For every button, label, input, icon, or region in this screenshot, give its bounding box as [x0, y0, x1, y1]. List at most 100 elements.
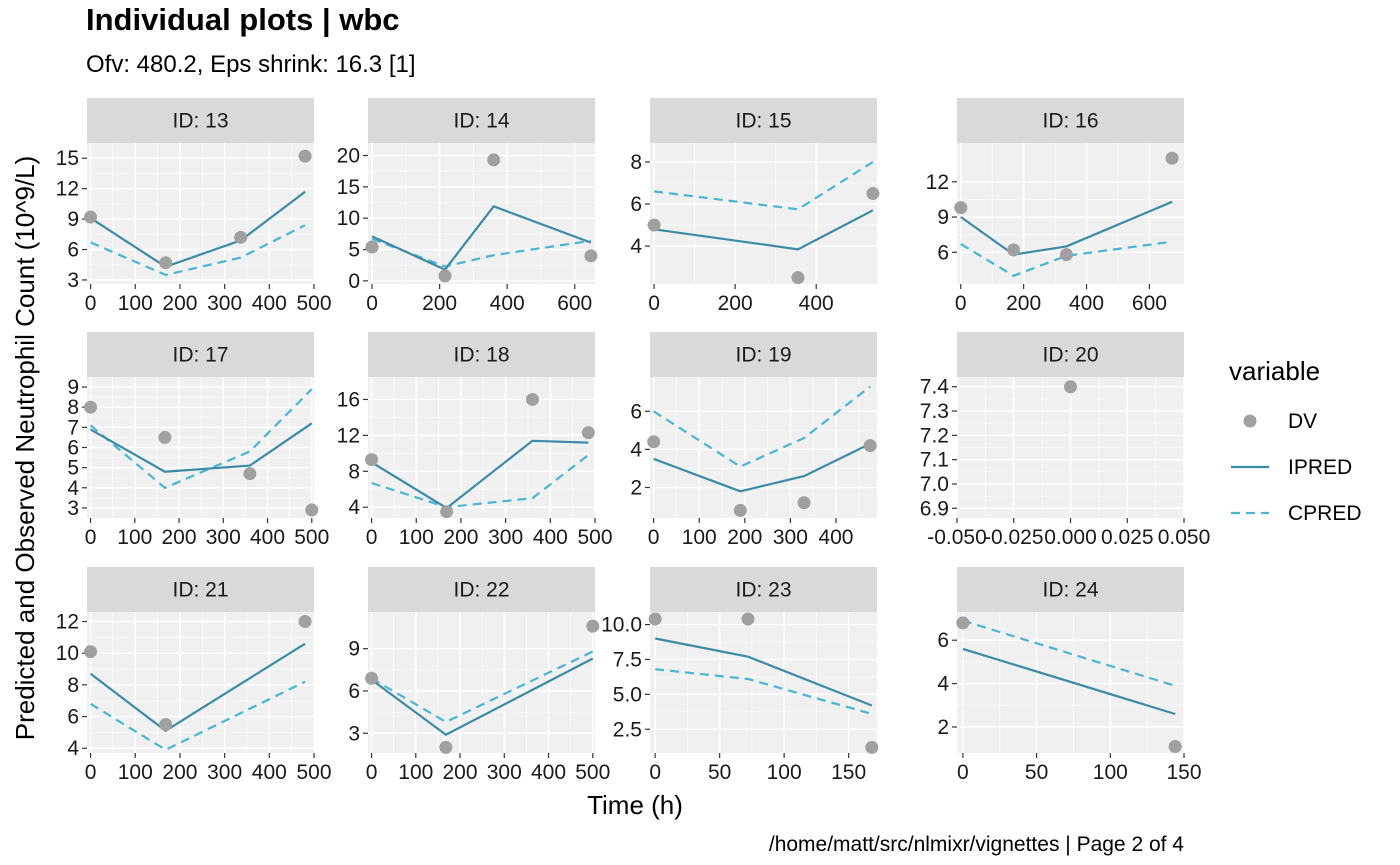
y-tick-label: 6: [348, 680, 360, 703]
facet-panel: ID: 14 0 200 400 600 0 5 10 15 20: [337, 98, 598, 315]
dv-point: [648, 612, 662, 626]
y-tick-label: 5: [348, 239, 360, 262]
x-axis-title: Time (h): [587, 790, 683, 820]
x-tick-label: 0: [955, 292, 967, 315]
facet-strip: [957, 98, 1184, 143]
panel-background: [368, 377, 595, 518]
x-tick-label: 400: [818, 526, 853, 549]
x-tick-label: 0: [366, 761, 378, 784]
ipred-line: [654, 637, 873, 707]
x-tick-label: 500: [575, 761, 610, 784]
y-tick-label: 2.5: [613, 718, 642, 741]
y-tick-label: 12: [56, 178, 79, 201]
y-tick-label: 8: [630, 151, 642, 174]
x-tick-label: 400: [252, 761, 287, 784]
x-tick-label: 500: [294, 526, 329, 549]
y-tick-label: 8: [67, 396, 79, 419]
y-tick-label: 6: [937, 629, 949, 652]
dv-point: [954, 201, 968, 215]
y-tick-label: 9: [937, 206, 949, 229]
y-tick-label: 6: [67, 239, 79, 262]
x-tick-label: 400: [531, 761, 566, 784]
x-tick-label: 0: [648, 526, 660, 549]
x-tick-label: 200: [718, 292, 753, 315]
x-tick-label: 600: [1132, 292, 1167, 315]
x-tick-label: 500: [296, 292, 331, 315]
facet-strip: [650, 332, 877, 377]
x-tick-label: 150: [831, 761, 866, 784]
x-tick-label: 300: [487, 761, 522, 784]
panel-background: [650, 143, 877, 284]
dv-point: [365, 671, 379, 685]
x-tick-label: 0: [85, 292, 97, 315]
dv-point: [1165, 151, 1179, 165]
dv-point: [647, 435, 661, 449]
y-tick-label: 7.3: [920, 400, 949, 423]
y-tick-label: 6: [937, 241, 949, 264]
x-tick-label: 100: [767, 761, 802, 784]
x-tick-label: 300: [488, 526, 523, 549]
facet-panel: ID: 20-0.050-0.025 0.000 0.025 0.0506.97.07…: [920, 332, 1210, 549]
y-tick-label: 6: [67, 437, 79, 460]
dv-point: [1007, 243, 1021, 257]
y-tick-label: 9: [348, 638, 360, 661]
facet-strip-label: ID: 22: [453, 579, 509, 602]
x-tick-label: 50: [708, 761, 731, 784]
facet-strip: [957, 567, 1184, 612]
y-tick-label: 15: [337, 176, 360, 199]
facet-strip: [368, 332, 595, 377]
page-caption: /home/matt/src/nlmixr/vignettes | Page 2…: [769, 833, 1184, 856]
y-tick-label: 0: [348, 270, 360, 293]
legend-title: variable: [1229, 356, 1320, 386]
x-tick-label: 400: [490, 292, 525, 315]
cpred-line: [90, 224, 306, 277]
y-tick-label: 2: [937, 716, 949, 739]
x-tick-label: 0.050: [1158, 526, 1211, 549]
x-tick-label: 0: [649, 761, 661, 784]
y-tick-label: 12: [926, 171, 949, 194]
y-tick-label: 15: [56, 147, 79, 170]
y-tick-label: 12: [56, 611, 79, 634]
facet-strip-label: ID: 18: [453, 344, 509, 367]
y-tick-label: 8: [348, 460, 360, 483]
x-tick-label: 100: [682, 526, 717, 549]
dv-point: [84, 645, 98, 659]
ipred-line: [653, 442, 871, 493]
dv-point: [797, 496, 811, 510]
facet-strip: [650, 567, 877, 612]
x-tick-label: 300: [206, 526, 241, 549]
facet-strip-label: ID: 14: [453, 110, 509, 133]
dv-point: [586, 619, 600, 633]
y-tick-label: 4: [67, 477, 79, 500]
x-tick-label: 50: [1025, 761, 1048, 784]
x-tick-label: 400: [533, 526, 568, 549]
x-tick-label: 300: [207, 292, 242, 315]
dv-point: [439, 740, 453, 754]
ipred-line: [371, 204, 592, 271]
x-tick-label: 200: [162, 761, 197, 784]
facet-strip: [650, 98, 877, 143]
cpred-line: [653, 385, 871, 468]
y-tick-label: 5: [67, 457, 79, 480]
x-tick-label: 300: [773, 526, 808, 549]
ipred-line: [89, 422, 313, 473]
facet-panel: ID: 23 0 50 100 150 2.5 5.0 7.5 10.0: [601, 567, 879, 784]
cpred-line: [962, 619, 1176, 687]
cpred-line: [371, 454, 589, 509]
dv-point: [741, 612, 755, 626]
y-tick-label: 9: [67, 376, 79, 399]
x-tick-label: 0: [957, 761, 969, 784]
dv-point: [298, 149, 312, 163]
y-tick-label: 10: [337, 207, 360, 230]
y-tick-label: 7.2: [920, 424, 949, 447]
facet-strip-label: ID: 24: [1042, 579, 1098, 602]
ipred-line: [90, 190, 306, 269]
y-tick-label: 6: [630, 400, 642, 423]
x-tick-label: 0: [85, 526, 97, 549]
y-tick-label: 2: [630, 477, 642, 500]
x-tick-label: -0.050: [927, 526, 987, 549]
facet-panel: ID: 19 0 100 200 300 400 2 4 6: [630, 332, 877, 549]
